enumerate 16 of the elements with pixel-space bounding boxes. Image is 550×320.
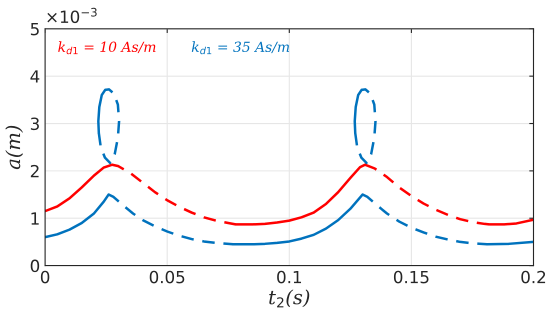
text: ×10$^{−3}$: [47, 8, 97, 24]
x-tick-label: 0.05: [150, 270, 184, 284]
x-tick-label: 0: [40, 270, 50, 284]
y-tick-label: 2: [30, 164, 39, 178]
y-tick-label: 3: [30, 117, 39, 130]
text: k$_{d1}$ = 10 As/m: [58, 41, 156, 54]
text: k$_{d1}$ = 35 As/m: [192, 41, 290, 54]
y-tick-label: 5: [30, 22, 39, 36]
y-tick-label: 4: [30, 70, 40, 82]
y-tick-label: 1: [31, 212, 39, 225]
x-tick-label: 0.15: [394, 270, 428, 284]
x-tick-label: 0.1: [277, 270, 302, 284]
x-tick-label: 0.2: [521, 270, 546, 284]
y-axis-title: a(m): [5, 126, 24, 170]
y-tick-label: 0: [30, 260, 40, 272]
x-axis-title: t$_{2}$(s): [269, 289, 310, 308]
